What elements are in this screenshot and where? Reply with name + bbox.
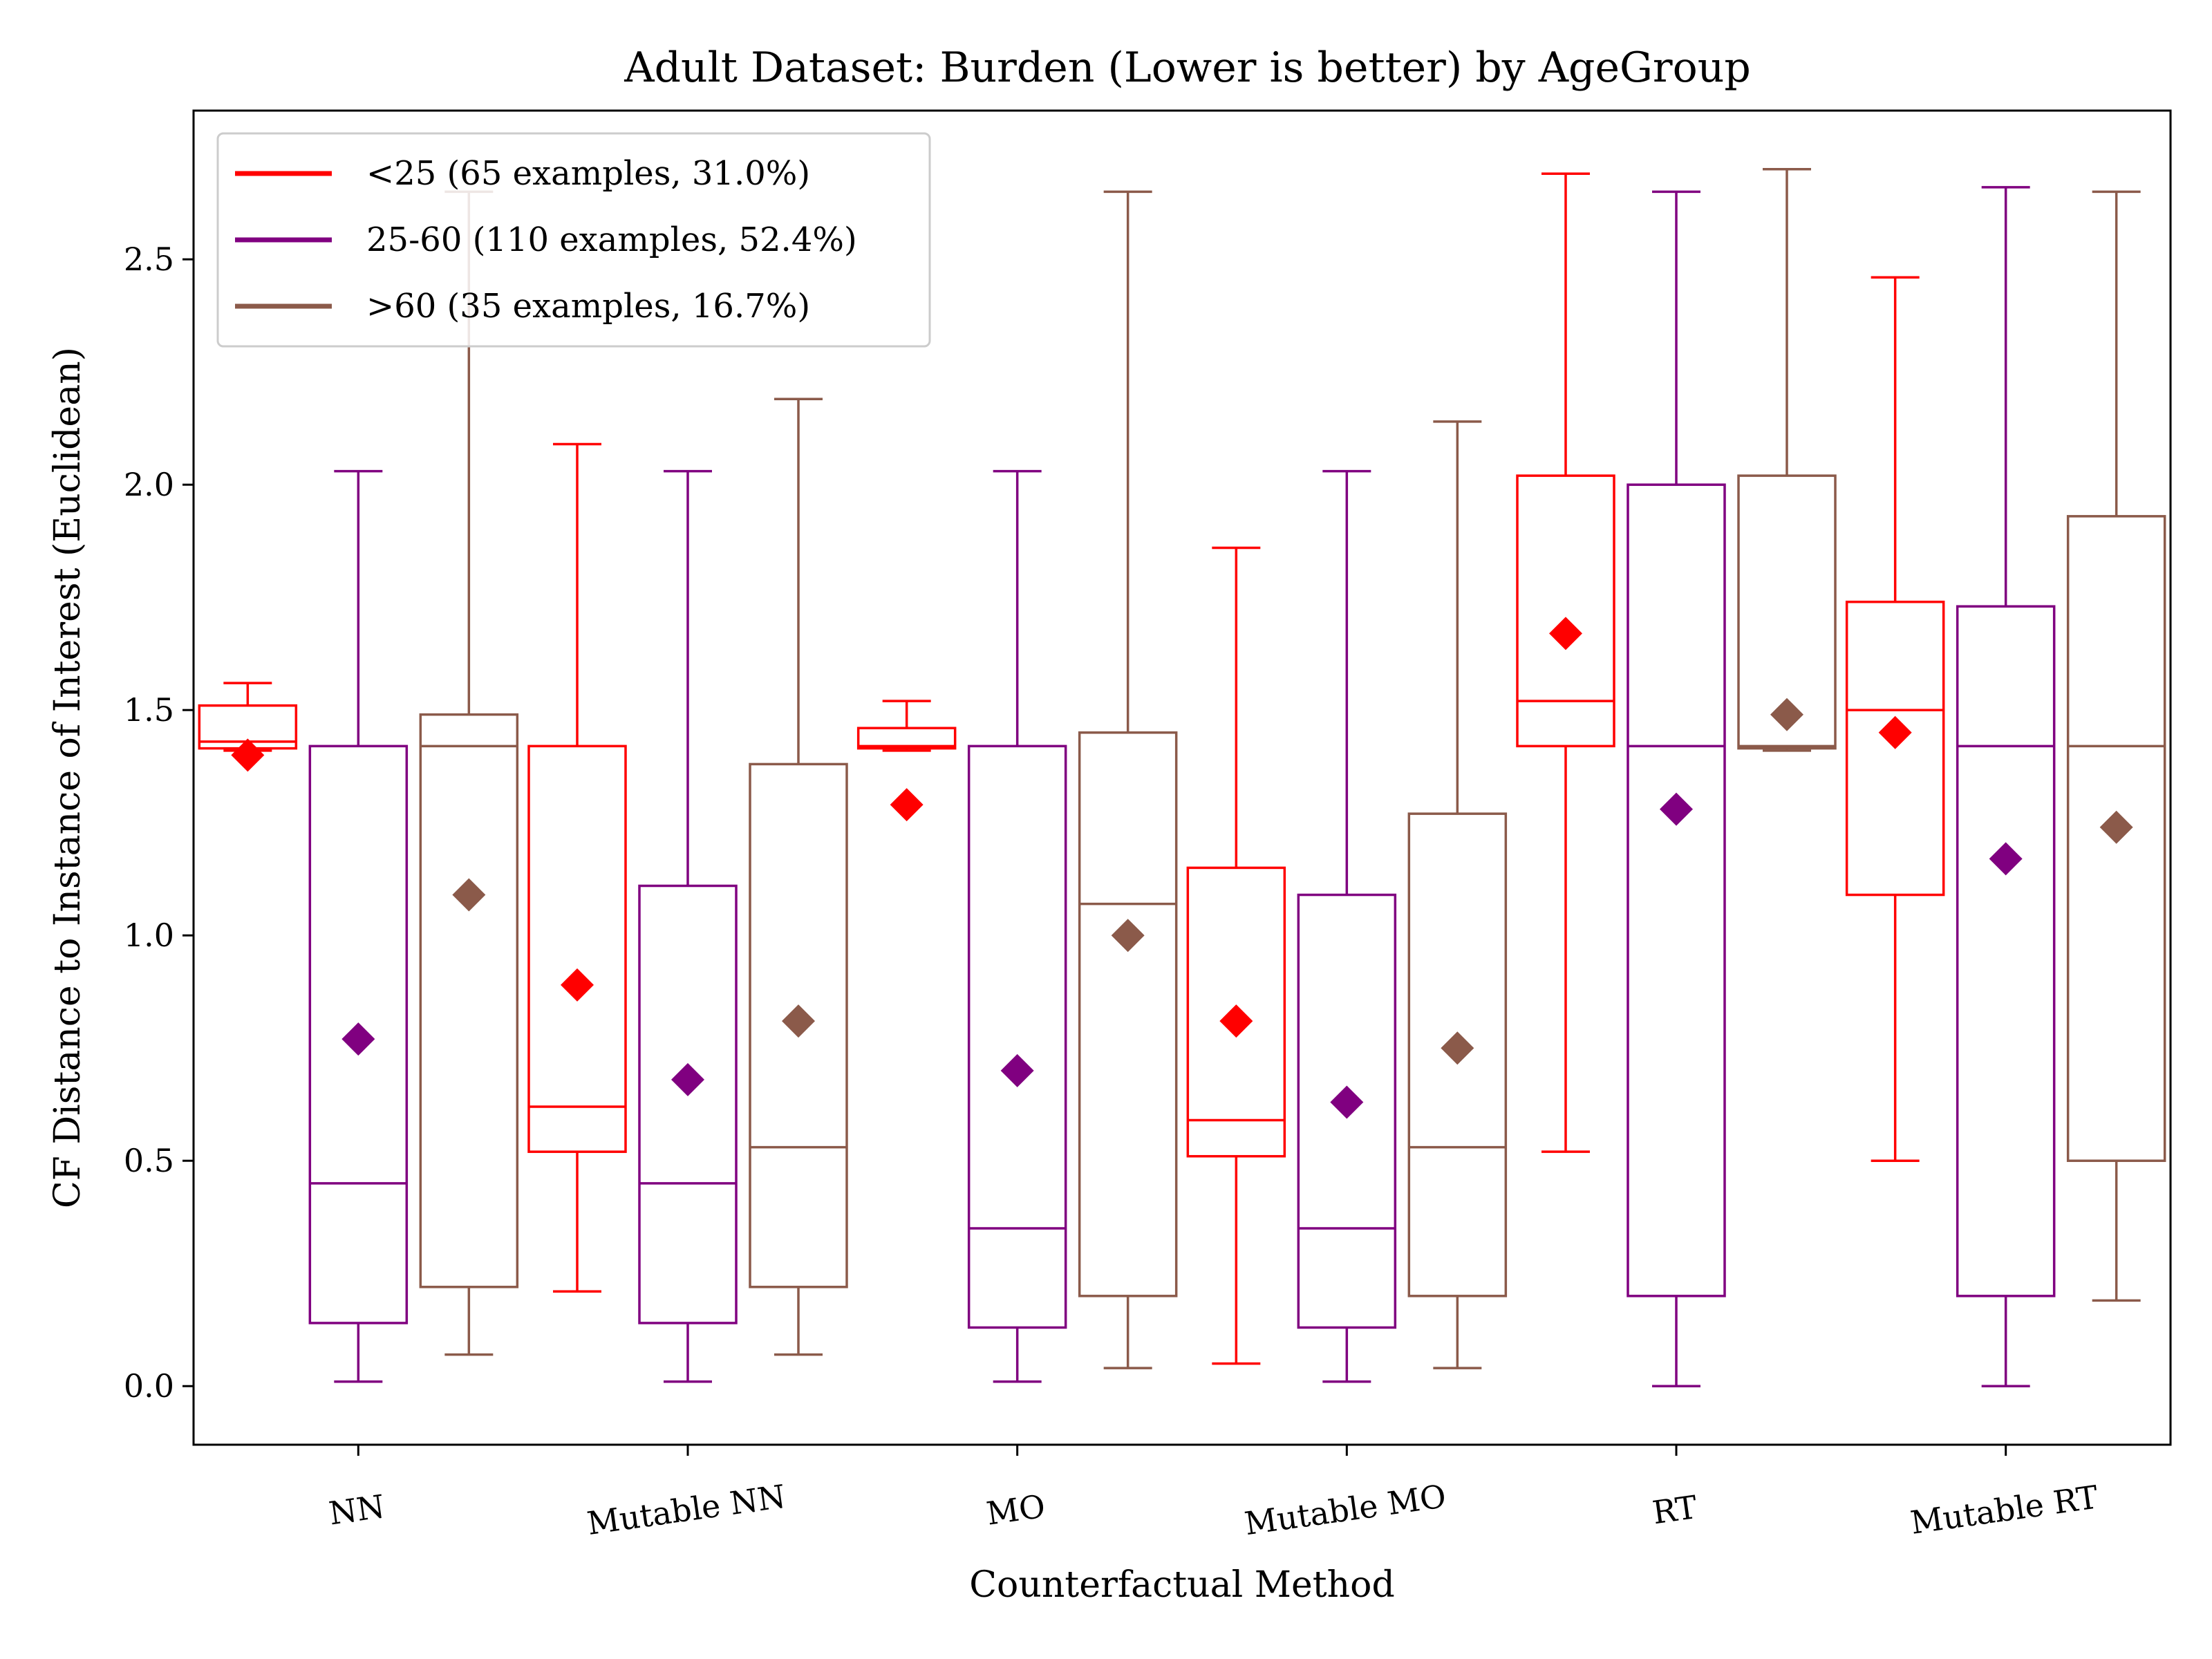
- mean-marker: [890, 788, 924, 822]
- y-axis-label: CF Distance to Instance of Interest (Euc…: [47, 347, 88, 1208]
- mean-marker: [1330, 1085, 1364, 1119]
- box-iqr: [1516, 474, 1615, 748]
- y-axis: 0.0 0.5 1.0 1.5 2.0 2.5: [124, 241, 194, 1405]
- mean-marker: [1549, 617, 1582, 650]
- legend: <25 (65 examples, 31.0%) 25-60 (110 examp…: [216, 132, 931, 348]
- mean-marker: [561, 968, 594, 1002]
- box-iqr: [1956, 605, 2056, 1297]
- mean-marker: [1878, 715, 1912, 749]
- x-tick-label: Mutable MO: [1242, 1477, 1448, 1542]
- box-iqr: [1737, 474, 1837, 750]
- mean-marker: [782, 1004, 815, 1038]
- mean-marker: [2099, 810, 2133, 844]
- mean-marker: [341, 1022, 375, 1056]
- box-iqr: [967, 744, 1067, 1329]
- legend-box: [216, 132, 931, 348]
- x-tick-label: NN: [326, 1488, 386, 1533]
- box-iqr: [1078, 731, 1178, 1297]
- plot-area: [198, 168, 2166, 1387]
- y-tick-label: 2.5: [124, 241, 174, 278]
- series-25-60: [308, 186, 2056, 1387]
- box-iqr: [1297, 893, 1397, 1329]
- series-<25: [198, 172, 1945, 1365]
- plot-frame: [192, 109, 2172, 1446]
- y-tick-label: 1.5: [124, 691, 174, 729]
- box-iqr: [856, 727, 957, 750]
- chart-title: Adult Dataset: Burden (Lower is better) …: [624, 44, 1751, 92]
- legend-label: 25-60 (110 examples, 52.4%): [366, 221, 857, 259]
- mean-marker: [1219, 1004, 1253, 1038]
- mean-marker: [1770, 697, 1803, 731]
- mean-marker: [1441, 1031, 1474, 1065]
- box-iqr: [2066, 515, 2166, 1162]
- box-iqr: [749, 762, 848, 1288]
- mean-marker: [1000, 1053, 1034, 1087]
- box-iqr: [1845, 600, 1945, 897]
- x-axis-label: Counterfactual Method: [969, 1564, 1395, 1606]
- x-tick-label: Mutable RT: [1908, 1478, 2100, 1541]
- box-iqr: [638, 884, 738, 1324]
- x-tick-label: RT: [1650, 1488, 1700, 1531]
- x-tick-label: MO: [984, 1488, 1048, 1533]
- series->60: [419, 168, 2166, 1369]
- box-iqr: [419, 713, 519, 1288]
- mean-marker: [671, 1062, 704, 1096]
- legend-label: >60 (35 examples, 16.7%): [366, 287, 810, 326]
- box-iqr: [1627, 483, 1726, 1297]
- y-tick-label: 2.0: [124, 466, 174, 503]
- mean-marker: [1989, 842, 2023, 876]
- box-iqr: [527, 744, 627, 1153]
- box-iqr: [1186, 866, 1286, 1158]
- legend-label: <25 (65 examples, 31.0%): [366, 154, 810, 193]
- mean-marker: [231, 738, 265, 772]
- y-tick-label: 1.0: [124, 917, 174, 954]
- mean-marker: [1660, 792, 1693, 826]
- box-iqr: [1407, 812, 1508, 1297]
- x-tick-label: Mutable NN: [585, 1477, 788, 1542]
- mean-marker: [452, 878, 486, 912]
- x-axis: NN Mutable NN MO Mutable MO RT Mutable RT: [326, 1445, 2101, 1542]
- y-tick-label: 0.0: [124, 1367, 174, 1405]
- y-tick-label: 0.5: [124, 1142, 174, 1179]
- box-iqr: [308, 744, 409, 1324]
- mean-marker: [1111, 919, 1145, 953]
